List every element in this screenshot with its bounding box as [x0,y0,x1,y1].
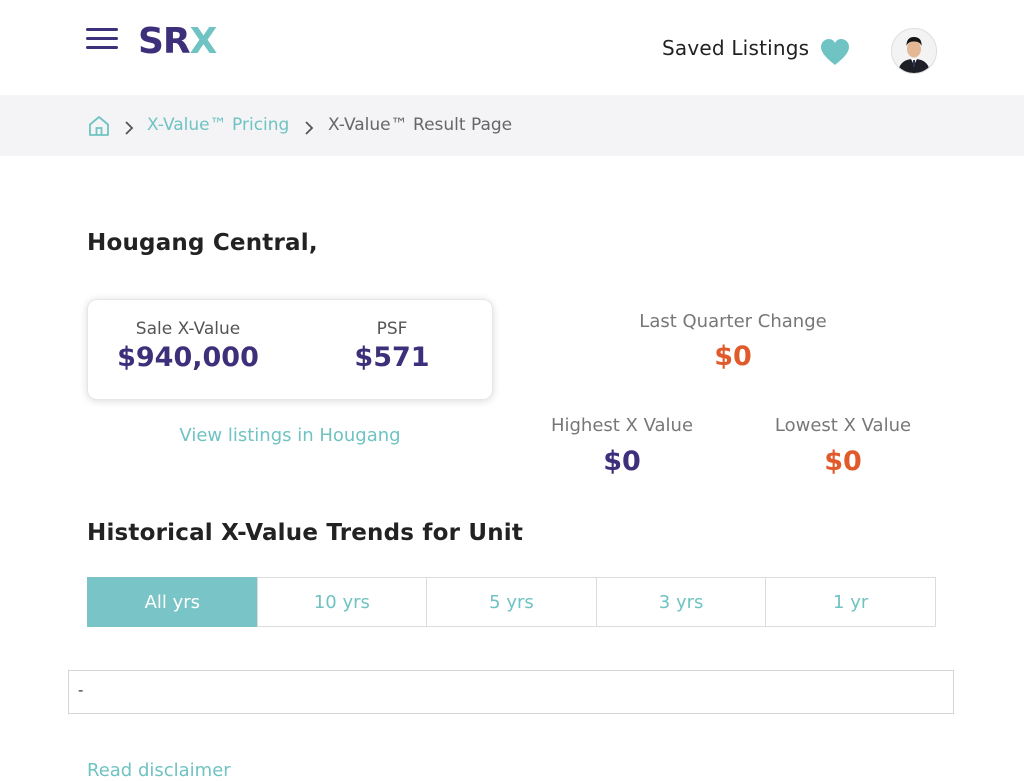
chevron-right-icon [125,121,134,135]
xvalue-card: Sale X-Value $940,000 PSF $571 [87,299,493,400]
last-quarter-change-value: $0 [714,341,752,372]
psf-amount: $571 [354,342,430,373]
lowest-xvalue-amount: $0 [824,446,862,477]
hamburger-line [86,28,118,31]
hamburger-line [86,37,118,40]
heart-icon[interactable] [820,38,850,66]
property-address: Hougang Central, [87,230,318,256]
view-listings-link[interactable]: View listings in Hougang [179,425,401,446]
breadcrumb-current-page: X-Value™ Result Page [328,115,513,135]
hamburger-menu-icon[interactable] [86,28,118,52]
breadcrumb [0,95,1024,156]
trend-chart-area: - [68,670,954,714]
psf-label: PSF [376,319,408,339]
sale-xvalue-label: Sale X-Value [135,319,241,339]
breadcrumb-link-xvalue-pricing[interactable]: X-Value™ Pricing [147,115,290,135]
tab-5-yrs[interactable]: 5 yrs [426,577,597,627]
tab-10-yrs[interactable]: 10 yrs [256,577,428,627]
read-disclaimer-link[interactable]: Read disclaimer [87,760,231,781]
hamburger-line [86,46,118,49]
trend-placeholder: - [78,681,84,699]
app-header: SRX Saved Listings [0,0,1024,95]
user-avatar[interactable] [891,28,937,74]
logo-x: X [189,21,218,62]
trends-title: Historical X-Value Trends for Unit [87,520,524,546]
chevron-right-icon [305,121,314,135]
highest-xvalue-amount: $0 [603,446,641,477]
tab-1-yr[interactable]: 1 yr [765,577,936,627]
logo-sr: SR [138,21,191,62]
sale-xvalue-amount: $940,000 [117,342,259,373]
saved-listings-link[interactable]: Saved Listings [662,36,810,60]
last-quarter-change-label: Last Quarter Change [639,311,827,332]
trend-range-tabs: All yrs 10 yrs 5 yrs 3 yrs 1 yr [87,577,936,627]
lowest-xvalue-label: Lowest X Value [774,415,912,436]
tab-3-yrs[interactable]: 3 yrs [595,577,767,627]
highest-xvalue-label: Highest X Value [550,415,694,436]
srx-logo[interactable]: SRX [138,20,218,64]
avatar-person-icon [892,29,936,73]
tab-all-yrs[interactable]: All yrs [87,577,258,627]
home-icon[interactable] [87,114,111,138]
